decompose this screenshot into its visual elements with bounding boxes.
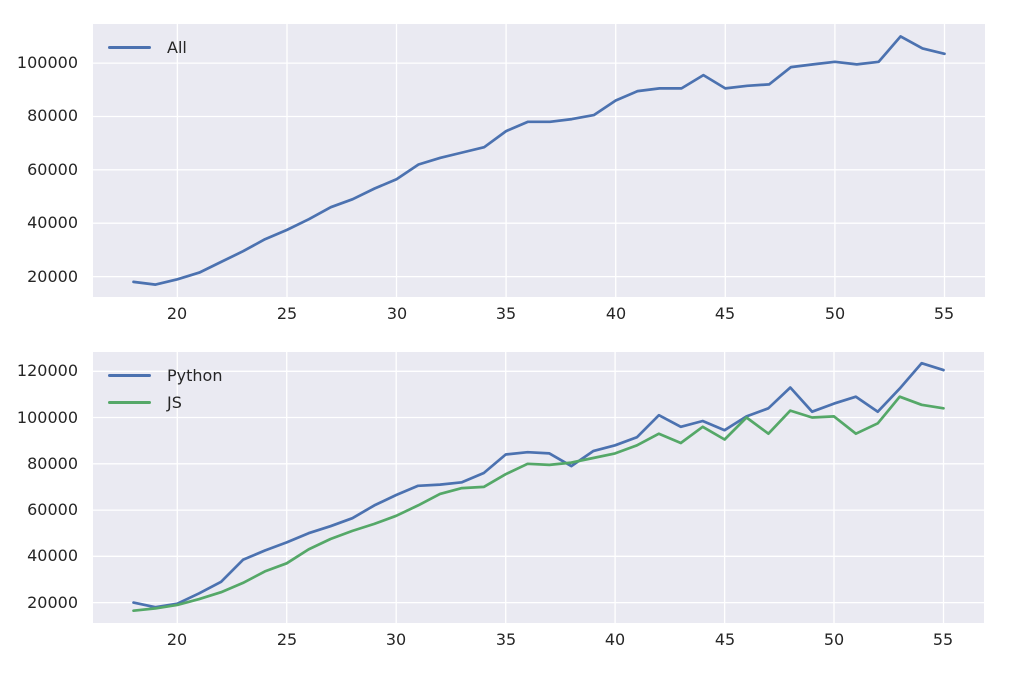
y-tick-label: 120000 [16,361,78,380]
top-subplot-area: All [93,24,985,297]
legend-label: Python [167,365,223,385]
data-line-python [132,361,945,609]
x-tick-label: 50 [824,304,846,323]
x-tick-label: 20 [166,304,188,323]
x-tick-label: 25 [276,630,298,649]
legend-label: All [167,37,187,57]
y-tick-label: 60000 [27,160,78,179]
y-tick-label: 20000 [27,593,78,612]
x-tick-label: 40 [604,630,626,649]
x-tick-label: 55 [933,304,955,323]
top-chart-canvas [93,24,985,297]
x-tick-label: 35 [495,304,517,323]
legend-line-swatch [108,373,151,378]
x-tick-label: 25 [276,304,298,323]
data-line-js [132,395,945,613]
legend-entry-python: Python [108,362,222,389]
legend-line-swatch [108,400,151,405]
y-tick-label: 100000 [16,408,78,427]
bottom-chart-canvas [93,352,984,623]
x-tick-label: 20 [166,630,188,649]
x-tick-label: 50 [823,630,845,649]
x-tick-label: 40 [605,304,627,323]
legend-label: JS [167,392,182,412]
y-tick-label: 40000 [27,213,78,232]
bottom-chart-legend: Python JS [108,362,222,416]
y-tick-label: 40000 [27,546,78,565]
y-tick-label: 60000 [27,500,78,519]
top-chart-legend: All [108,34,187,61]
x-tick-label: 45 [714,304,736,323]
legend-entry-all: All [108,34,187,61]
bottom-subplot-area: Python JS [93,352,984,623]
legend-entry-js: JS [108,389,222,416]
x-tick-label: 45 [714,630,736,649]
y-tick-label: 80000 [27,106,78,125]
y-tick-label: 20000 [27,267,78,286]
data-line-all [132,35,946,286]
x-tick-label: 55 [932,630,954,649]
x-tick-label: 30 [386,304,408,323]
y-tick-label: 80000 [27,454,78,473]
legend-line-swatch [108,45,151,50]
x-tick-label: 30 [385,630,407,649]
y-tick-label: 100000 [16,53,78,72]
x-tick-label: 35 [495,630,517,649]
